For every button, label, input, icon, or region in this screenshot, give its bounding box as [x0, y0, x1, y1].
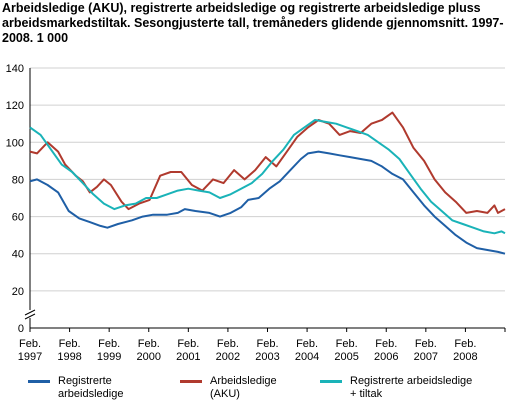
axis-break-mark — [24, 309, 36, 316]
x-tick-label: Feb. — [138, 338, 160, 350]
chart-title: Arbeidsledige (AKU), registrerte arbeids… — [2, 1, 504, 45]
x-axis-ticks: Feb.1997Feb.1998Feb.1999Feb.2000Feb.2001… — [18, 328, 506, 363]
legend-label-line: (AKU) — [210, 388, 240, 400]
x-tick-label: Feb. — [177, 338, 199, 350]
x-tick-label: Feb. — [98, 338, 120, 350]
x-tick-label: 1999 — [97, 351, 121, 363]
y-tick-label: 120 — [6, 100, 24, 112]
x-tick-label: Feb. — [59, 338, 81, 350]
x-tick-label: 2006 — [374, 351, 398, 363]
legend-swatch — [28, 380, 50, 383]
x-tick-label: 2002 — [216, 351, 240, 363]
series-line-registrerte-arbeidsledige-tiltak — [29, 119, 506, 235]
x-tick-label: 2008 — [453, 351, 477, 363]
legend-label-line: arbeidsledige — [58, 388, 124, 400]
grid-lines — [30, 67, 505, 292]
legend-label-line: Arbeidsledige — [210, 375, 277, 387]
x-tick-label: Feb. — [296, 338, 318, 350]
x-tick-label: Feb. — [19, 338, 41, 350]
y-tick-label: 80 — [12, 174, 24, 186]
y-axis-ticks: 0 20 40 60 80 100 120 140 — [6, 63, 24, 335]
y-tick-label: 20 — [12, 286, 24, 298]
x-tick-label: Feb. — [415, 338, 437, 350]
x-tick-label: 2000 — [137, 351, 161, 363]
y-tick-label: 40 — [12, 249, 24, 261]
legend-label-line: + tiltak — [350, 388, 383, 400]
x-tick-label: 2003 — [255, 351, 279, 363]
series-line-registrerte-arbeidsledige — [29, 150, 506, 255]
y-tick-label: 0 — [18, 323, 24, 335]
legend-label: Arbeidsledige (AKU) — [210, 375, 277, 401]
legend-label: Registrerte arbeidsledige — [58, 375, 123, 401]
x-tick-label: Feb. — [336, 338, 358, 350]
x-tick-label: 1998 — [57, 351, 81, 363]
legend-swatch — [180, 380, 202, 383]
x-tick-label: Feb. — [454, 338, 476, 350]
x-tick-label: 2004 — [295, 351, 319, 363]
axis-break-mark — [24, 313, 36, 320]
legend-swatch — [320, 380, 342, 383]
legend-label: Registrerte arbeidsledige + tiltak — [350, 375, 472, 401]
x-tick-label: Feb. — [256, 338, 278, 350]
legend-label-line: Registrerte — [58, 375, 112, 387]
x-tick-label: 2001 — [176, 351, 200, 363]
x-tick-label: 2007 — [414, 351, 438, 363]
x-tick-label: 1997 — [18, 351, 42, 363]
y-tick-label: 60 — [12, 212, 24, 224]
series-lines — [29, 111, 506, 255]
y-tick-label: 100 — [6, 137, 24, 149]
y-tick-label: 140 — [6, 63, 24, 75]
axis-break-gap — [26, 310, 34, 318]
legend-label-line: Registrerte arbeidsledige — [350, 375, 473, 387]
x-tick-label: Feb. — [375, 338, 397, 350]
series-line-arbeidsledige-aku — [29, 111, 506, 214]
x-tick-label: 2005 — [334, 351, 358, 363]
x-tick-label: Feb. — [217, 338, 239, 350]
